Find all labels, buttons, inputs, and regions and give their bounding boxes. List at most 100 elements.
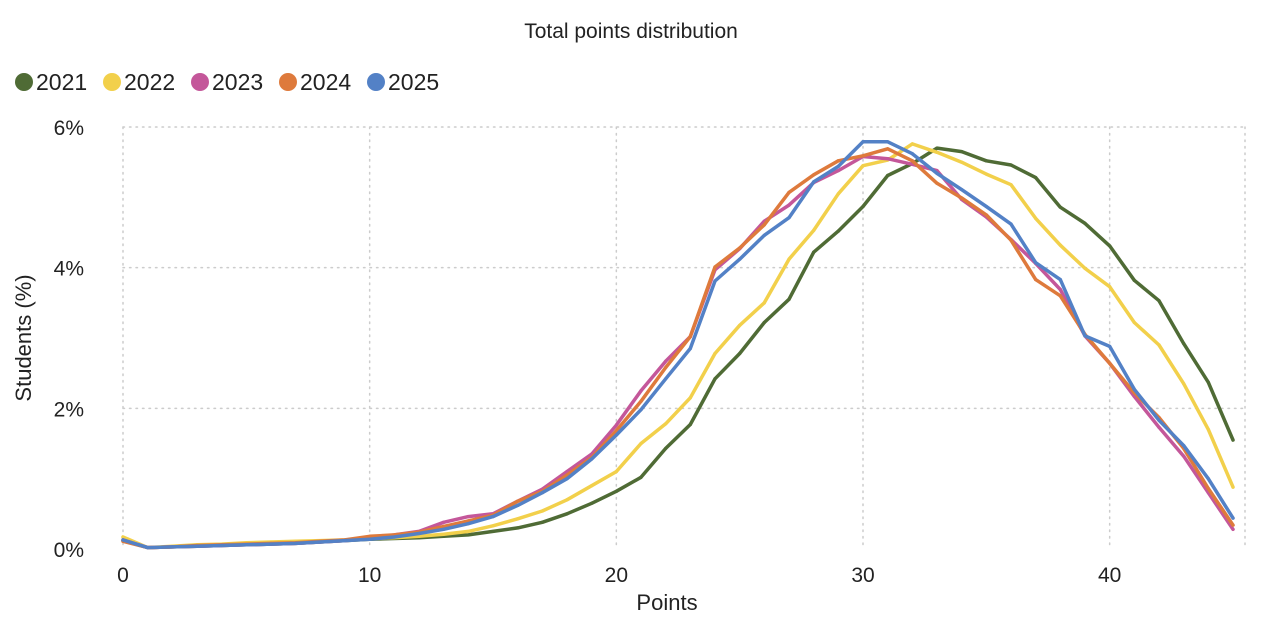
data-point (861, 204, 865, 209)
legend-item-2025: 2025 (367, 69, 439, 95)
y-axis-label: Students (%) (11, 274, 36, 401)
data-point (935, 181, 939, 185)
data-point (368, 537, 372, 541)
data-point (516, 503, 520, 507)
data-point (1058, 294, 1062, 298)
y-tick-label: 2% (54, 398, 84, 421)
data-point (639, 389, 643, 393)
data-point (836, 229, 840, 233)
data-point (442, 527, 446, 531)
data-point (343, 538, 347, 543)
data-point (417, 531, 421, 536)
data-point (738, 257, 742, 261)
data-point (664, 446, 668, 451)
legend-label: 2023 (212, 69, 263, 95)
data-point (639, 399, 643, 403)
legend: 2021 2022 2023 2024 2025 (15, 69, 439, 95)
legend-item-2021: 2021 (15, 69, 87, 95)
data-point (886, 140, 890, 144)
data-point (1182, 444, 1186, 448)
data-point (1157, 418, 1161, 422)
legend-swatch (191, 73, 209, 91)
x-tick-label: 0 (117, 564, 129, 587)
data-point (1009, 183, 1013, 187)
x-tick-label: 20 (605, 564, 628, 587)
data-point (1083, 266, 1087, 270)
data-point (614, 423, 618, 427)
data-point (664, 365, 668, 370)
data-point (886, 173, 890, 178)
data-point (614, 429, 618, 433)
data-point (984, 172, 988, 176)
data-point (836, 159, 840, 163)
legend-swatch (367, 73, 385, 91)
data-point (664, 422, 668, 426)
data-point (442, 524, 446, 529)
legend-item-2023: 2023 (191, 69, 263, 95)
data-point (466, 533, 470, 537)
data-point (1182, 342, 1186, 346)
data-point (1182, 454, 1186, 458)
data-point (762, 301, 766, 305)
data-point (590, 484, 594, 488)
data-point (836, 169, 840, 173)
data-point (1231, 438, 1235, 442)
data-point (220, 543, 224, 548)
legend-label: 2022 (124, 69, 175, 95)
data-point (540, 509, 544, 513)
data-point (1058, 205, 1062, 209)
data-point (1083, 334, 1087, 338)
data-point (1009, 222, 1013, 226)
data-point (1034, 261, 1038, 265)
data-point (121, 538, 125, 542)
legend-swatch (103, 73, 121, 91)
data-point (614, 433, 618, 437)
y-tick-label: 4% (54, 258, 84, 281)
legend-label: 2021 (36, 69, 87, 95)
grid (122, 126, 1246, 550)
data-point (491, 529, 495, 534)
data-point (1157, 343, 1161, 347)
data-point (812, 180, 816, 184)
data-point (565, 512, 569, 516)
data-point (762, 233, 766, 237)
data-point (688, 334, 692, 339)
data-point (1231, 516, 1235, 520)
data-point (787, 297, 791, 301)
data-point (1206, 427, 1210, 432)
data-point (1206, 486, 1210, 491)
data-point (836, 192, 840, 196)
data-point (960, 187, 964, 192)
y-axis-ticks: 0% 2% 4% 6% (54, 117, 84, 562)
data-point (664, 377, 668, 381)
data-point (294, 541, 298, 545)
data-point (1058, 278, 1062, 282)
chart-title: Total points distribution (524, 20, 738, 43)
data-point (639, 408, 643, 412)
data-point (984, 213, 988, 217)
data-point (516, 517, 520, 521)
series-layer (121, 140, 1235, 550)
data-point (368, 534, 372, 538)
series-2025 (121, 140, 1235, 550)
y-tick-label: 6% (54, 117, 84, 140)
data-point (664, 359, 668, 363)
data-point (1108, 244, 1112, 248)
data-point (960, 196, 964, 200)
data-point (935, 150, 939, 154)
data-point (935, 171, 939, 176)
data-point (713, 351, 717, 356)
data-point (861, 154, 865, 158)
data-point (738, 323, 742, 327)
data-point (121, 535, 125, 539)
data-point (442, 532, 446, 536)
data-point (1206, 477, 1210, 481)
data-point (318, 540, 322, 544)
data-point (491, 515, 495, 519)
data-point (787, 257, 791, 261)
data-point (516, 526, 520, 530)
legend-swatch (15, 73, 33, 91)
data-point (738, 351, 742, 356)
data-point (639, 475, 643, 479)
